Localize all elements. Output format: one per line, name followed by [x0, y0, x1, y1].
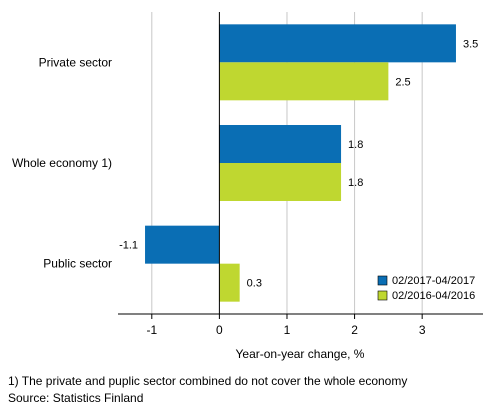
bar-chart: 3.5 2.5 1.8 1.8 -1.1 0.3 Private sector Whole …: [12, 12, 483, 361]
data-label: 1.8: [348, 139, 363, 151]
data-label: 2.5: [395, 76, 410, 88]
x-tick-label: 1: [284, 323, 291, 337]
x-tick-label: 2: [351, 323, 358, 337]
data-labels: 3.5 2.5 1.8 1.8 -1.1 0.3: [119, 38, 478, 289]
x-tick-label: 0: [216, 323, 223, 337]
legend-label: 02/2016-04/2016: [392, 290, 475, 302]
x-tick-label: -1: [146, 323, 157, 337]
legend-swatch: [377, 275, 388, 286]
category-labels: Private sector Whole economy 1) Public sec…: [12, 55, 112, 270]
footnote: 1) The private and puplic sector combine…: [8, 374, 408, 388]
bar: [219, 263, 240, 302]
x-axis-title: Year-on-year change, %: [236, 347, 365, 361]
category-label: Public sector: [43, 257, 112, 271]
x-tick-label: 3: [419, 323, 426, 337]
source-note: Source: Statistics Finland: [8, 391, 144, 405]
category-label: Whole economy 1): [12, 156, 112, 170]
data-label: 1.8: [348, 177, 363, 189]
bar: [145, 225, 220, 264]
legend-swatch: [377, 290, 388, 301]
bar: [219, 125, 342, 163]
bar: [219, 163, 342, 201]
legend: 02/2017-04/2017 02/2016-04/2016: [377, 275, 475, 302]
category-label: Private sector: [39, 55, 112, 69]
legend-label: 02/2017-04/2017: [392, 275, 475, 287]
bars: [145, 24, 456, 302]
data-label: -1.1: [119, 240, 138, 252]
x-axis: -1 0 1 2 3: [118, 12, 483, 337]
data-label: 0.3: [247, 278, 262, 290]
bar: [219, 62, 389, 101]
bar: [219, 24, 456, 63]
data-label: 3.5: [463, 38, 478, 50]
